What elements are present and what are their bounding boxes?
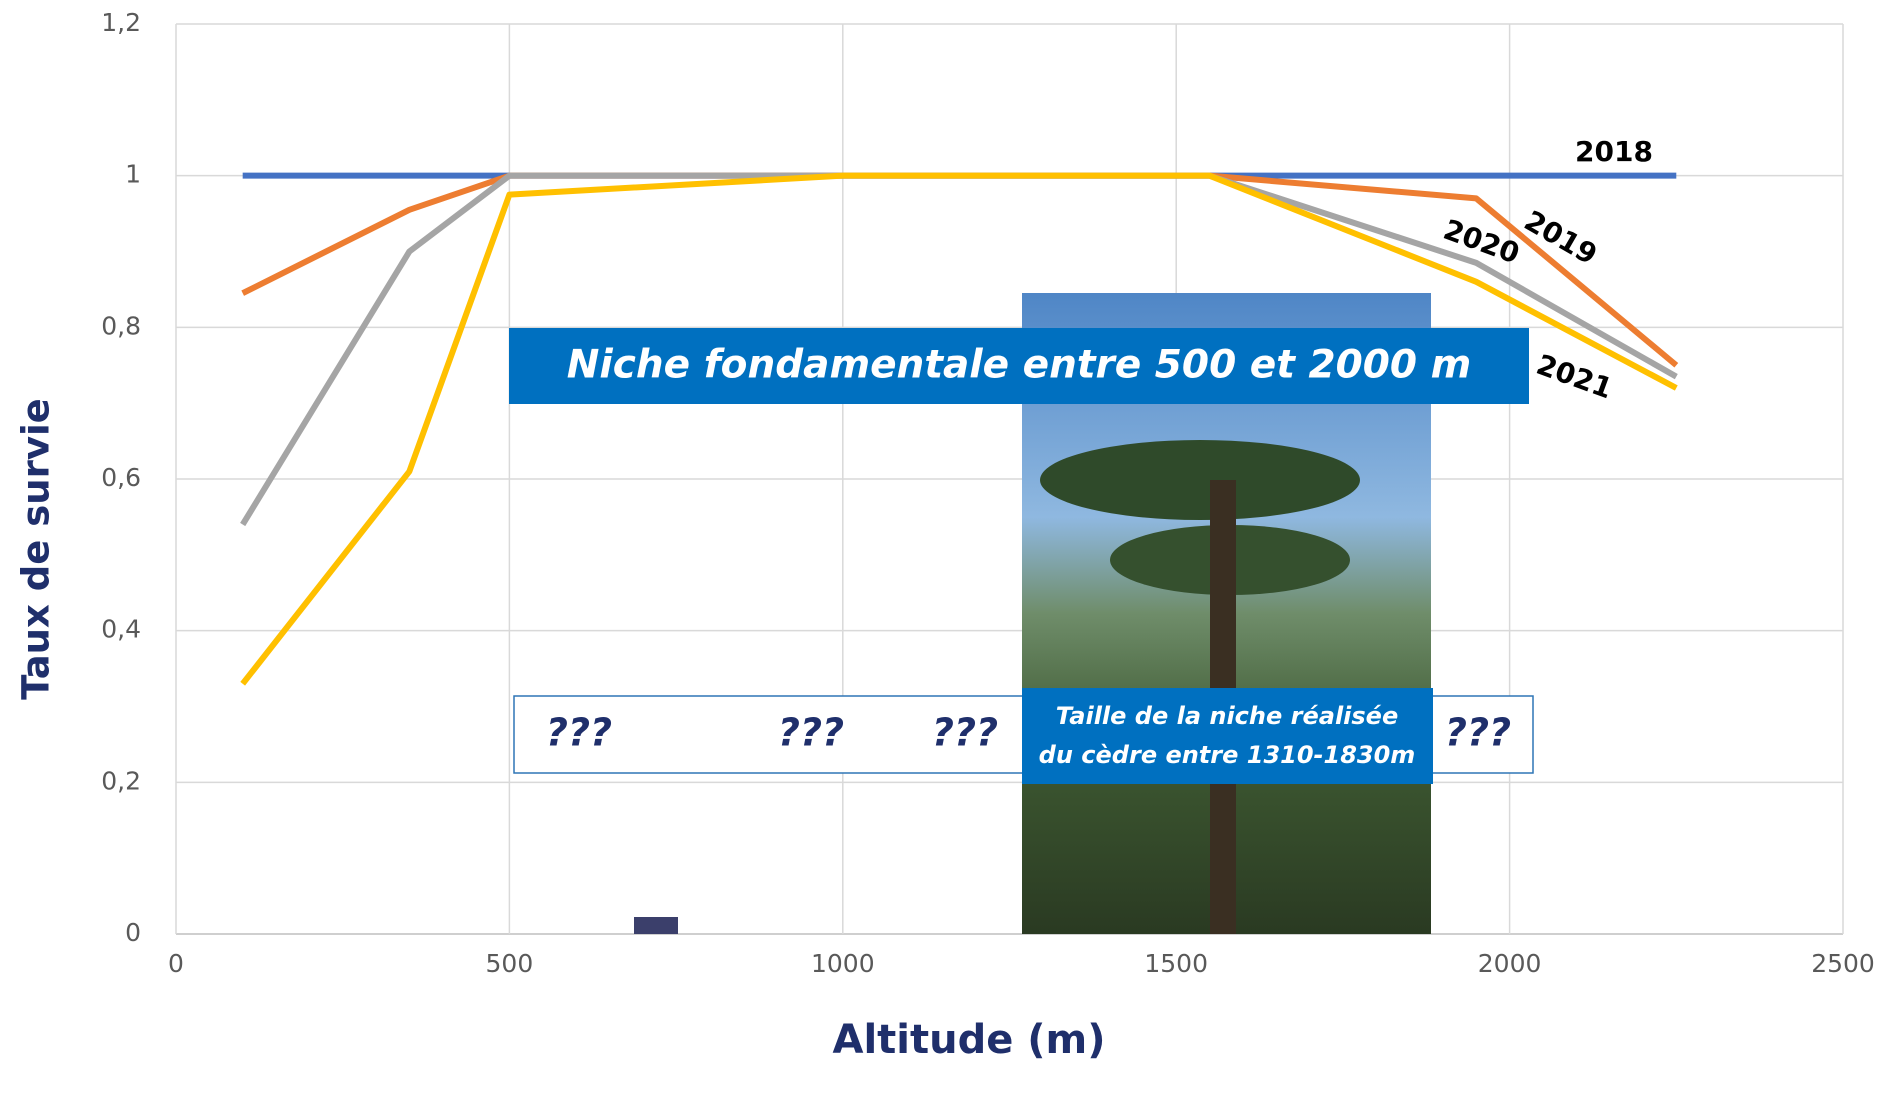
caption-box [1022, 688, 1433, 784]
tree-crown [1040, 440, 1360, 520]
series-label: 2019 [1519, 204, 1603, 272]
x-tick-label: 2000 [1478, 949, 1542, 978]
series-label: 2021 [1532, 348, 1617, 406]
lines [240, 172, 1679, 686]
unknown-mark: ??? [1445, 711, 1511, 755]
y-tick-label: 0,6 [101, 463, 141, 492]
y-tick-label: 0 [125, 918, 141, 947]
y-tick-label: 0,4 [101, 615, 141, 644]
x-tick-label: 2500 [1811, 949, 1875, 978]
y-tick-label: 1 [125, 160, 141, 189]
y-tick-label: 0,8 [101, 311, 141, 340]
y-axis-title: Taux de survie [15, 398, 58, 700]
x-axis-title: Altitude (m) [832, 1017, 1105, 1063]
y-tick-label: 0,2 [101, 766, 141, 795]
series-line [240, 172, 1678, 686]
small-marker [634, 917, 678, 934]
y-tick-label: 1,2 [101, 8, 141, 37]
series-label: 2020 [1439, 213, 1524, 271]
banner-text: Niche fondamentale entre 500 et 2000 m [567, 343, 1471, 388]
x-tick-label: 1500 [1144, 949, 1208, 978]
unknown-mark: ??? [778, 711, 844, 755]
x-tick-label: 0 [168, 949, 184, 978]
unknown-mark: ??? [932, 711, 998, 755]
caption-line: Taille de la niche réalisée [1056, 702, 1398, 730]
x-tick-label: 1000 [811, 949, 875, 978]
caption-line: du cèdre entre 1310-1830m [1039, 741, 1416, 769]
unknown-mark: ??? [546, 711, 612, 755]
series-label: 2018 [1575, 135, 1653, 168]
banner-box [509, 328, 1529, 404]
x-tick-label: 500 [486, 949, 534, 978]
